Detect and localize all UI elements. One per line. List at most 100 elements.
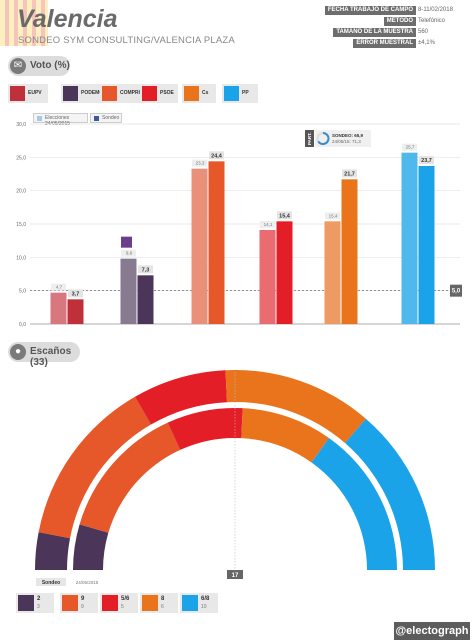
value-label-bg [419, 156, 434, 164]
bar-previous [259, 230, 276, 324]
seats-sondeo-value: 8 [161, 596, 165, 602]
value-label-bg [277, 211, 292, 220]
bar-current [67, 299, 84, 324]
party-legend-item: COMPROMIS [100, 84, 152, 103]
valencia-flag-icon [0, 0, 48, 46]
value-label-current: 7,3 [142, 267, 150, 273]
value-label-previous: 9,8 [126, 251, 133, 256]
y-tick-label: 25,0 [16, 155, 26, 161]
seat-arc-sondeo [225, 370, 366, 444]
seat-arc-elecciones [311, 438, 397, 570]
seats-sondeo-value: 2 [37, 596, 41, 602]
seats-elecciones-value: 3 [37, 604, 40, 610]
seat-arc-sondeo [345, 418, 435, 570]
seats-elecciones-value: 6 [161, 604, 164, 610]
majority-badge [227, 570, 243, 579]
value-label-previous: 4,7 [56, 285, 63, 290]
bar-previous [191, 168, 208, 324]
meta-row: MÉTODO Telefónico [348, 17, 468, 26]
seat-arc-elecciones [167, 408, 243, 450]
vote-section-pill: ✉ Voto (%) [8, 56, 70, 76]
person-icon: ● [10, 344, 26, 360]
meta-key: MÉTODO [383, 17, 416, 26]
seats-hemicycle: Sondeo 24/05/2015 17 [35, 370, 435, 586]
outer-ring-label: Sondeo [42, 580, 60, 586]
value-label-bg [138, 265, 153, 274]
podemos-logo-icon [121, 236, 132, 248]
value-label-current: 21,7 [344, 171, 355, 177]
party-logo-icon [142, 595, 158, 611]
party-logo-icon [102, 86, 117, 101]
bar-previous [50, 292, 67, 324]
value-label-bg [325, 212, 340, 220]
party-logo-icon [102, 595, 118, 611]
value-label-current: 23,7 [421, 158, 432, 164]
y-tick-label: 30,0 [16, 122, 26, 128]
seat-arc-elecciones [79, 422, 181, 533]
value-label-bg [260, 221, 275, 228]
value-label-current: 3,7 [72, 291, 80, 297]
party-legend-item: Cs [182, 84, 216, 103]
bar-previous [324, 221, 341, 324]
bar-current [276, 221, 293, 324]
meta-key: TAMAÑO DE LA MUESTRA [333, 28, 416, 37]
bar-current [418, 166, 435, 324]
bar-previous [120, 258, 137, 324]
party-logo-icon [224, 86, 239, 101]
participation-sondeo: SONDEO: 65,9 [332, 133, 364, 138]
y-tick-label: 0,0 [19, 322, 26, 328]
seats-footer-item: 6/8 10 [180, 593, 218, 613]
participation-tag-bg [305, 130, 314, 147]
party-legend-item: PSOE [140, 84, 178, 103]
value-label-previous: 23,3 [196, 161, 205, 166]
party-name: Cs [202, 90, 209, 96]
seat-arc-sondeo [35, 532, 71, 570]
party-logo-icon [18, 595, 34, 611]
participation-tag: PART. [307, 132, 312, 145]
seat-arc-elecciones [73, 524, 109, 570]
seats-sondeo-value: 9 [81, 596, 85, 602]
meta-value: 560 [418, 29, 429, 35]
meta-row: FECHA TRABAJO DE CAMPO 8-11/02/2018 [324, 6, 468, 15]
value-label-bg [192, 159, 207, 167]
seats-elecciones-value: 5 [121, 604, 124, 610]
header: Valencia SONDEO SYM CONSULTING/VALENCIA … [0, 0, 474, 48]
meta-key: FECHA TRABAJO DE CAMPO [324, 6, 416, 15]
meta-key: ERROR MUESTRAL [353, 39, 416, 48]
page-title: Valencia [17, 5, 118, 33]
threshold-label: 5,0 [452, 289, 461, 295]
seat-arc-sondeo [135, 370, 228, 425]
party-logo-icon [62, 595, 78, 611]
seat-arc-elecciones [241, 408, 329, 463]
legend-swatch [94, 116, 99, 121]
value-label-bg [68, 289, 83, 298]
party-name: COMPROMIS [120, 90, 152, 96]
bar-current [341, 179, 358, 324]
value-label-bg [121, 249, 136, 257]
y-tick-label: 15,0 [16, 222, 26, 228]
seats-sondeo-value: 5/6 [121, 596, 130, 602]
seats-elecciones-value: 10 [201, 604, 207, 610]
seats-section-label: Escaños (33) [30, 346, 72, 368]
meta-row: TAMAÑO DE LA MUESTRA 560 [333, 28, 468, 37]
value-label-bg [342, 169, 357, 178]
party-name: PSOE [160, 90, 174, 96]
party-logo-icon [10, 86, 25, 101]
meta-value: ±4,1% [418, 40, 435, 46]
value-label-previous: 25,7 [406, 145, 415, 150]
vote-bar-chart: 0,0 5,0 10,0 15,0 20,0 25,0 30,0 5,0 4,7 3,7 9,8 7,… [16, 122, 462, 328]
participation-elecciones: 24/05/15: 71,3 [332, 139, 361, 144]
seats-footer-item: 5/6 5 [100, 593, 138, 613]
party-name: PP [242, 90, 249, 96]
y-tick-label: 10,0 [16, 255, 26, 261]
party-legend-item: EUPV [8, 84, 48, 103]
party-logo-icon [142, 86, 157, 101]
value-label-current: 24,4 [211, 153, 223, 159]
brand-badge: @electograph [394, 622, 470, 640]
meta-value: 8-11/02/2018 [418, 7, 453, 13]
participation-box [315, 130, 371, 147]
majority-label: 17 [232, 573, 239, 579]
